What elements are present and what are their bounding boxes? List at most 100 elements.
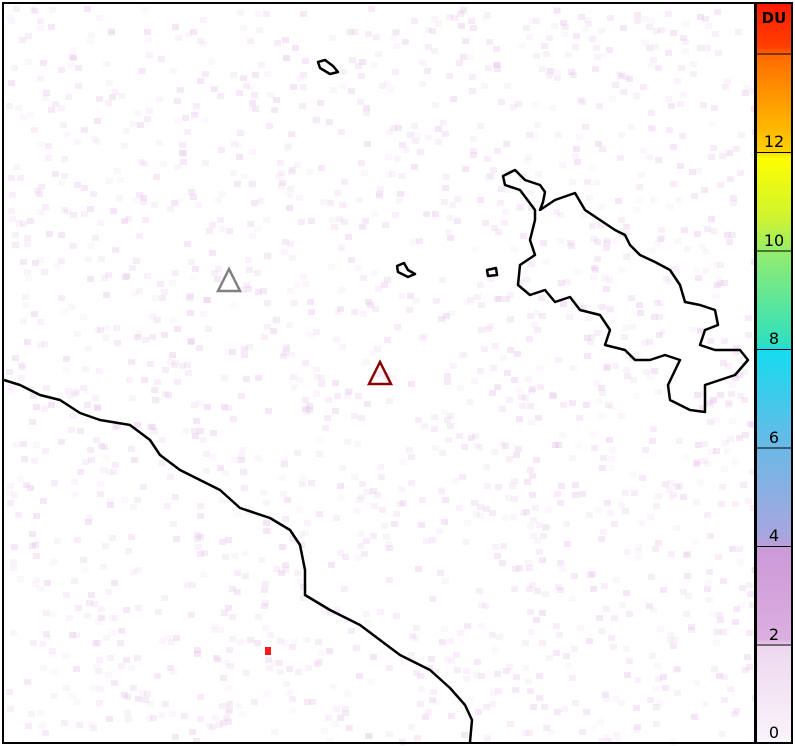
noise-pixel bbox=[477, 368, 484, 374]
noise-pixel bbox=[535, 171, 542, 177]
noise-pixel bbox=[722, 440, 729, 446]
noise-pixel bbox=[217, 627, 224, 633]
noise-pixel bbox=[97, 220, 104, 226]
noise-pixel bbox=[554, 75, 561, 81]
noise-pixel bbox=[593, 45, 600, 51]
noise-pixel bbox=[30, 640, 37, 646]
noise-pixel bbox=[294, 570, 301, 576]
noise-pixel bbox=[329, 217, 336, 223]
noise-pixel bbox=[54, 538, 61, 544]
noise-pixel bbox=[174, 98, 181, 104]
noise-pixel bbox=[255, 289, 262, 295]
noise-pixel bbox=[341, 586, 348, 592]
noise-pixel bbox=[494, 66, 501, 72]
noise-pixel bbox=[386, 398, 393, 404]
noise-pixel bbox=[169, 711, 176, 717]
noise-pixel bbox=[261, 334, 268, 340]
noise-pixel bbox=[516, 565, 523, 571]
noise-pixel bbox=[618, 73, 625, 79]
noise-pixel bbox=[185, 32, 192, 38]
noise-pixel bbox=[355, 265, 362, 271]
noise-pixel bbox=[75, 83, 82, 89]
noise-pixel bbox=[91, 136, 98, 142]
noise-pixel bbox=[715, 50, 722, 56]
noise-pixel bbox=[300, 584, 307, 590]
noise-pixel bbox=[471, 246, 478, 252]
noise-pixel bbox=[554, 491, 561, 497]
noise-pixel bbox=[589, 36, 596, 42]
noise-pixel bbox=[386, 129, 393, 135]
noise-pixel bbox=[429, 28, 436, 34]
noise-pixel bbox=[300, 72, 307, 78]
noise-pixel bbox=[289, 255, 296, 261]
noise-pixel bbox=[494, 671, 501, 677]
noise-pixel bbox=[94, 118, 101, 124]
noise-pixel bbox=[352, 29, 359, 35]
noise-pixel bbox=[577, 625, 584, 631]
noise-pixel bbox=[598, 413, 605, 419]
noise-pixel bbox=[108, 30, 115, 36]
noise-pixel bbox=[125, 216, 132, 222]
noise-pixel bbox=[626, 658, 633, 664]
noise-pixel bbox=[528, 18, 535, 24]
noise-pixel bbox=[565, 52, 572, 58]
noise-pixel bbox=[51, 693, 58, 699]
noise-pixel bbox=[653, 503, 660, 509]
noise-pixel bbox=[564, 279, 571, 285]
noise-pixel bbox=[58, 295, 65, 301]
noise-pixel bbox=[24, 241, 31, 247]
noise-pixel bbox=[30, 7, 37, 13]
noise-pixel bbox=[652, 44, 659, 50]
noise-pixel bbox=[711, 666, 718, 672]
noise-pixel bbox=[63, 685, 70, 691]
noise-pixel bbox=[192, 266, 199, 272]
noise-pixel bbox=[326, 648, 333, 654]
noise-pixel bbox=[334, 393, 341, 399]
noise-pixel bbox=[702, 268, 709, 274]
noise-pixel bbox=[80, 557, 87, 563]
noise-pixel bbox=[358, 494, 365, 500]
noise-pixel bbox=[416, 238, 423, 244]
noise-pixel bbox=[454, 667, 461, 673]
noise-pixel bbox=[229, 636, 236, 642]
noise-pixel bbox=[609, 447, 616, 453]
noise-pixel bbox=[190, 194, 197, 200]
noise-pixel bbox=[101, 444, 108, 450]
noise-pixel bbox=[647, 514, 654, 520]
colorbar-tick-label: 0 bbox=[768, 723, 780, 742]
noise-pixel bbox=[701, 187, 708, 193]
noise-pixel bbox=[520, 233, 527, 239]
noise-pixel bbox=[504, 83, 511, 89]
noise-pixel bbox=[124, 694, 131, 700]
noise-pixel bbox=[673, 525, 680, 531]
noise-pixel bbox=[635, 677, 642, 683]
noise-pixel bbox=[165, 392, 172, 398]
noise-pixel bbox=[484, 483, 491, 489]
noise-pixel bbox=[528, 205, 535, 211]
noise-pixel bbox=[648, 63, 655, 69]
noise-pixel bbox=[726, 150, 733, 156]
noise-pixel bbox=[421, 423, 428, 429]
noise-pixel bbox=[560, 301, 567, 307]
noise-pixel bbox=[256, 27, 263, 33]
noise-pixel bbox=[650, 426, 657, 432]
noise-pixel bbox=[282, 516, 289, 522]
noise-pixel bbox=[300, 475, 307, 481]
noise-pixel bbox=[393, 43, 400, 49]
noise-pixel bbox=[721, 697, 728, 703]
noise-pixel bbox=[13, 164, 20, 170]
noise-pixel bbox=[321, 608, 328, 614]
noise-pixel bbox=[649, 438, 656, 444]
noise-pixel bbox=[58, 232, 65, 238]
noise-pixel bbox=[69, 632, 76, 638]
noise-pixel bbox=[392, 212, 399, 218]
noise-pixel bbox=[285, 143, 292, 149]
noise-pixel bbox=[109, 630, 116, 636]
noise-pixel bbox=[549, 392, 556, 398]
noise-pixel bbox=[665, 11, 672, 17]
noise-pixel bbox=[263, 691, 270, 697]
noise-pixel bbox=[226, 701, 233, 707]
noise-pixel bbox=[506, 397, 513, 403]
noise-pixel bbox=[146, 108, 153, 114]
